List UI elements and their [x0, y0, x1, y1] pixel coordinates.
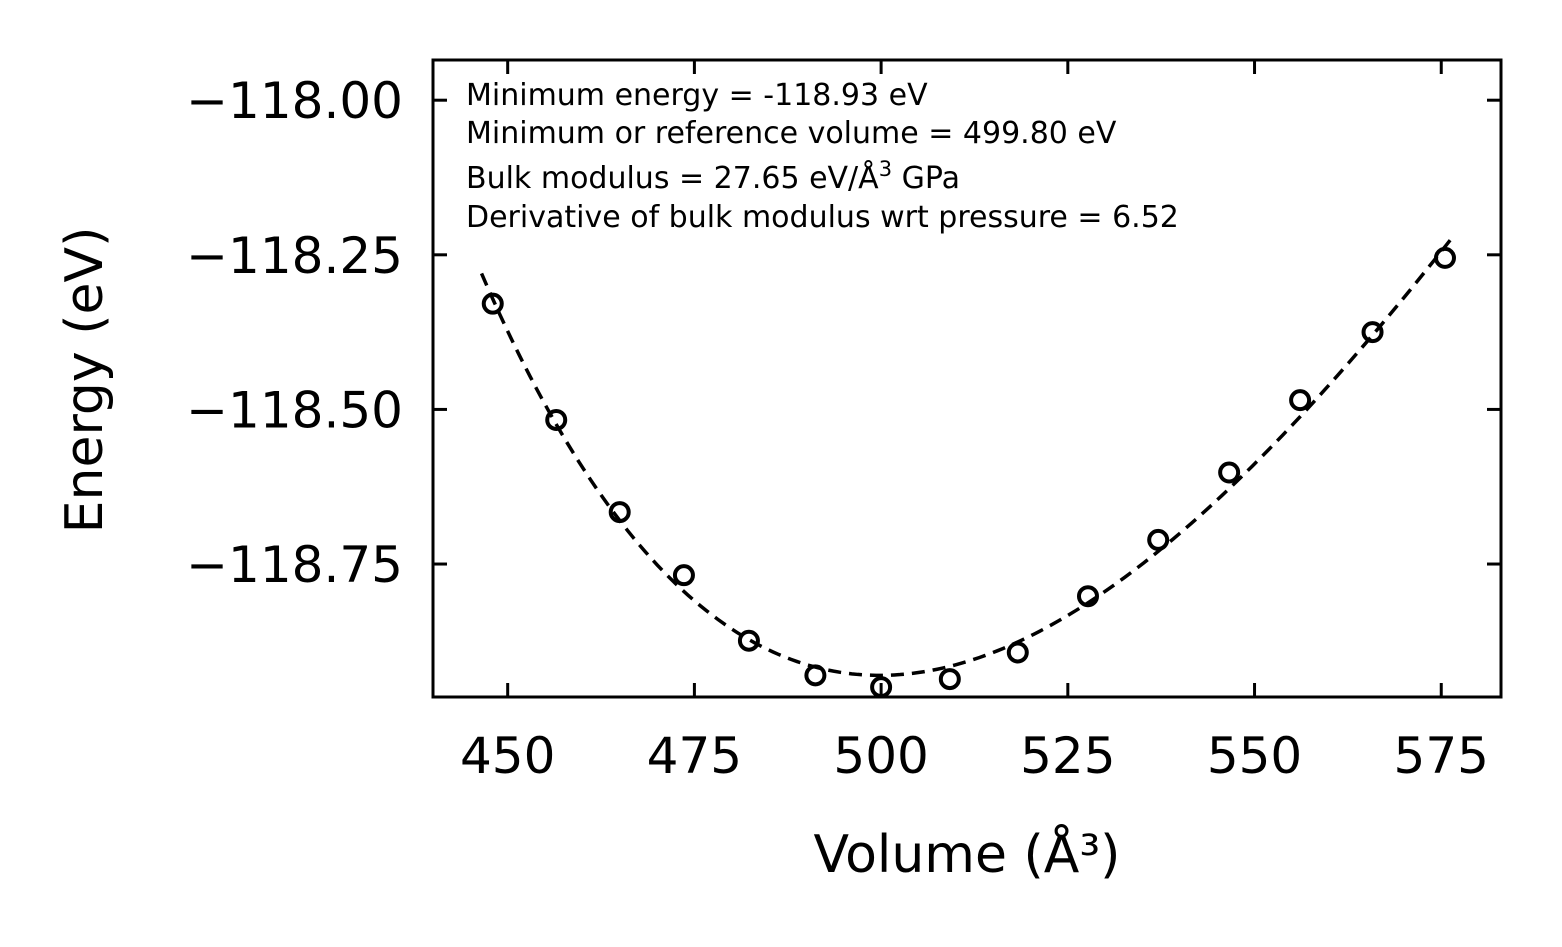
annotation-bulk-modulus: Bulk modulus = 27.65 eV/Å3 GPa: [466, 157, 960, 196]
annotation-bulk-modulus-derivative: Derivative of bulk modulus wrt pressure …: [466, 200, 1179, 235]
x-tick-label: 575: [1394, 727, 1489, 785]
y-axis-title: Energy (eV): [55, 227, 115, 534]
annotation-bulk-modulus-unit: GPa: [892, 161, 960, 196]
data-point: [672, 564, 695, 587]
data-point: [804, 664, 827, 687]
y-tick-label: −118.25: [186, 227, 403, 285]
x-axis-title: Volume (Å³): [814, 823, 1121, 885]
data-point: [1218, 461, 1241, 484]
data-point: [737, 629, 760, 652]
fit-line-group: [479, 236, 1454, 678]
ticks-group: [433, 60, 1501, 697]
y-tick-label: −118.50: [186, 381, 403, 439]
data-point: [1006, 641, 1029, 664]
x-tick-label: 450: [460, 727, 555, 785]
data-points-group: [481, 246, 1456, 699]
data-point: [1076, 585, 1099, 608]
tick-labels-group: 450 475 500 525 550 575 −118.75 −118.50 −118.25 −…: [186, 72, 1489, 785]
annotation-bulk-modulus-text: Bulk modulus = 27.65 eV/Å: [466, 160, 879, 196]
x-tick-label: 525: [1020, 727, 1115, 785]
annotation-min-volume: Minimum or reference volume = 499.80 eV: [466, 116, 1117, 151]
annotation-min-energy: Minimum energy = -118.93 eV: [466, 78, 928, 113]
data-point: [1361, 321, 1384, 344]
data-point: [938, 668, 961, 691]
data-point: [545, 408, 568, 431]
x-tick-label: 500: [833, 727, 928, 785]
fit-line: [479, 236, 1454, 678]
y-tick-label: −118.00: [186, 72, 403, 130]
data-point: [1289, 389, 1312, 412]
y-tick-label: −118.75: [186, 536, 403, 594]
x-tick-label: 550: [1207, 727, 1302, 785]
data-point: [481, 292, 504, 315]
x-tick-label: 475: [647, 727, 742, 785]
plot-frame: [431, 58, 1503, 699]
data-point: [608, 501, 631, 524]
annotation-bulk-modulus-superscript: 3: [879, 157, 892, 181]
data-point: [1433, 246, 1456, 269]
data-point: [1147, 528, 1170, 551]
